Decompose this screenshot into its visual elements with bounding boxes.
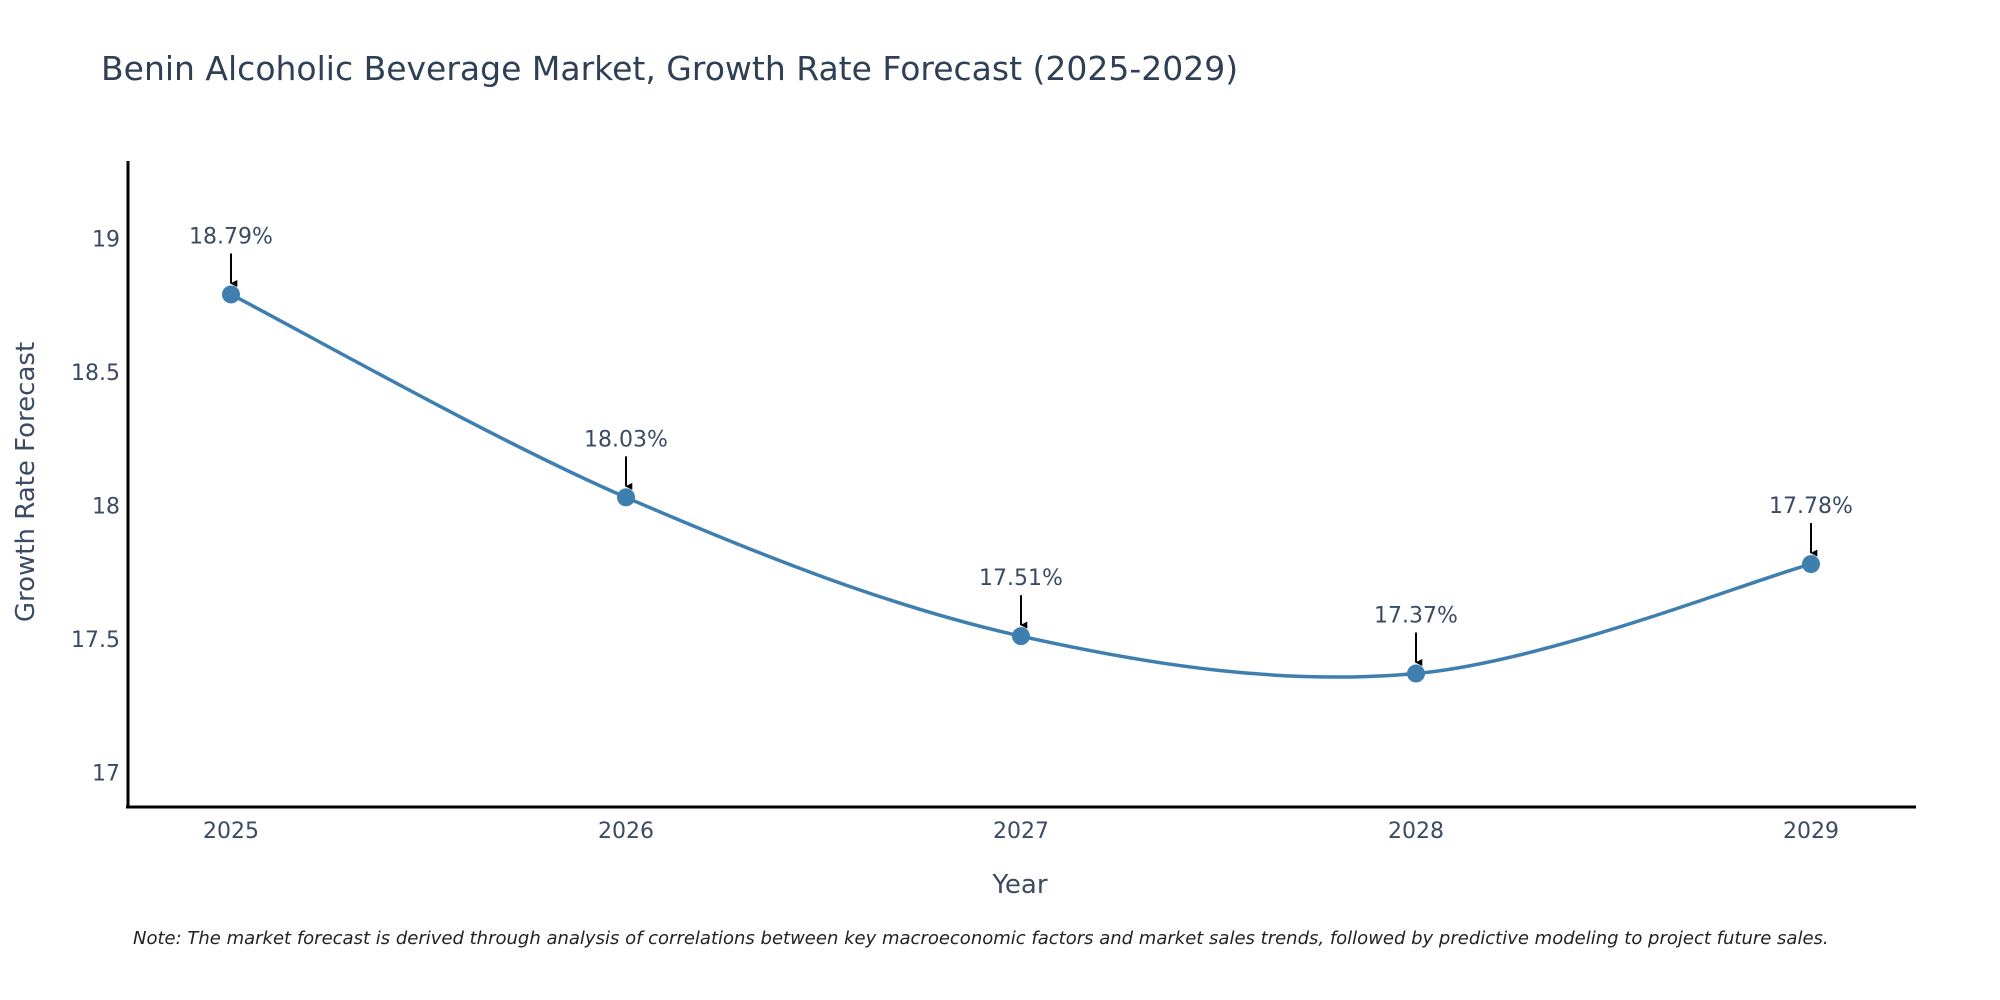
y-axis-title: Growth Rate Forecast <box>11 342 41 622</box>
y-tick-label: 18.5 <box>71 361 120 386</box>
x-tick-label: 2029 <box>1783 819 1839 844</box>
chart-title: Benin Alcoholic Beverage Market, Growth … <box>101 49 1238 88</box>
data-point <box>1407 664 1425 683</box>
data-point <box>1802 555 1820 574</box>
data-label: 18.03% <box>584 427 668 452</box>
x-axis-title: Year <box>991 870 1047 900</box>
plot-area: 18.79% 18.03% 17.51% 17.37% 17.78% <box>189 224 1853 683</box>
data-label: 17.51% <box>979 566 1063 591</box>
data-point <box>1012 627 1030 646</box>
data-point <box>617 488 635 507</box>
data-label: 17.78% <box>1769 494 1853 519</box>
y-tick-label: 19 <box>92 227 120 252</box>
x-tick-label: 2027 <box>993 819 1049 844</box>
x-axis-ticks: 2025 2026 2027 2028 2029 <box>203 819 1839 844</box>
data-point <box>222 285 240 304</box>
x-tick-label: 2028 <box>1388 819 1444 844</box>
x-tick-label: 2026 <box>598 819 654 844</box>
data-label: 17.37% <box>1374 604 1458 629</box>
data-label: 18.79% <box>189 224 273 249</box>
y-tick-label: 17 <box>92 761 120 786</box>
y-axis-ticks: 17 17.5 18 18.5 19 <box>71 227 120 786</box>
x-tick-label: 2025 <box>203 819 259 844</box>
y-tick-label: 17.5 <box>71 628 120 653</box>
y-tick-label: 18 <box>92 494 120 519</box>
footnote: Note: The market forecast is derived thr… <box>133 928 1829 949</box>
